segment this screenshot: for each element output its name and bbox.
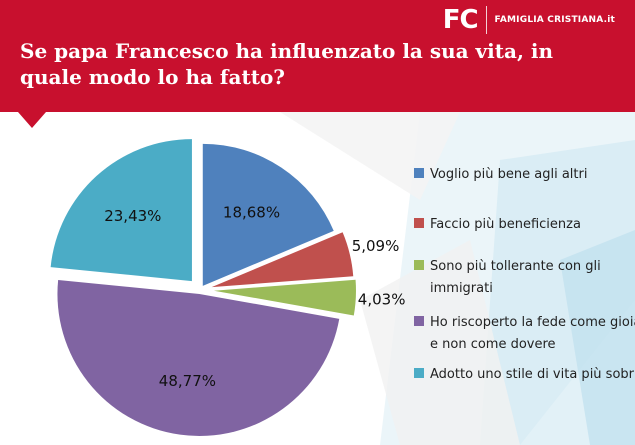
pie-slice <box>202 143 334 286</box>
logo-text: FAMIGLIA CRISTIANA.it <box>494 15 615 25</box>
legend-swatch <box>414 368 424 378</box>
legend-label: Ho riscoperto la fede come gioia e non c… <box>430 315 635 352</box>
legend-swatch <box>414 260 424 270</box>
legend-label: Sono più tollerante con gli immigrati <box>430 259 601 296</box>
header-banner: FC FAMIGLIA CRISTIANA.it Se papa Frances… <box>0 0 635 112</box>
legend-item: Ho riscoperto la fede come gioia e non c… <box>414 311 635 355</box>
legend-item: Sono più tollerante con gli immigrati <box>414 255 635 299</box>
pie-slice <box>211 232 354 288</box>
slice-data-label: 4,03% <box>358 290 406 308</box>
header-notch <box>18 112 46 128</box>
legend-item: Adotto uno stile di vita più sobrio <box>414 363 635 385</box>
legend-swatch <box>414 168 424 178</box>
legend-label: Adotto uno stile di vita più sobrio <box>430 367 635 382</box>
legend-item: Voglio più bene agli altri <box>414 163 635 185</box>
legend-swatch <box>414 218 424 228</box>
legend-item: Faccio più beneficienza <box>414 213 635 235</box>
slice-data-label: 48,77% <box>159 372 216 390</box>
slice-data-label: 23,43% <box>104 207 161 225</box>
legend-swatch <box>414 316 424 326</box>
slice-data-label: 18,68% <box>223 204 280 222</box>
pie-slice <box>50 139 192 282</box>
chart-title: Se papa Francesco ha influenzato la sua … <box>20 39 554 89</box>
logo-mark: FC <box>443 6 487 34</box>
slice-data-label: 5,09% <box>352 237 400 255</box>
legend-label: Voglio più bene agli altri <box>430 167 588 182</box>
famiglia-cristiana-logo[interactable]: FC FAMIGLIA CRISTIANA.it <box>443 6 615 34</box>
pie-slice <box>213 279 356 316</box>
legend-label: Faccio più beneficienza <box>430 217 581 232</box>
pie-slice <box>57 279 340 436</box>
